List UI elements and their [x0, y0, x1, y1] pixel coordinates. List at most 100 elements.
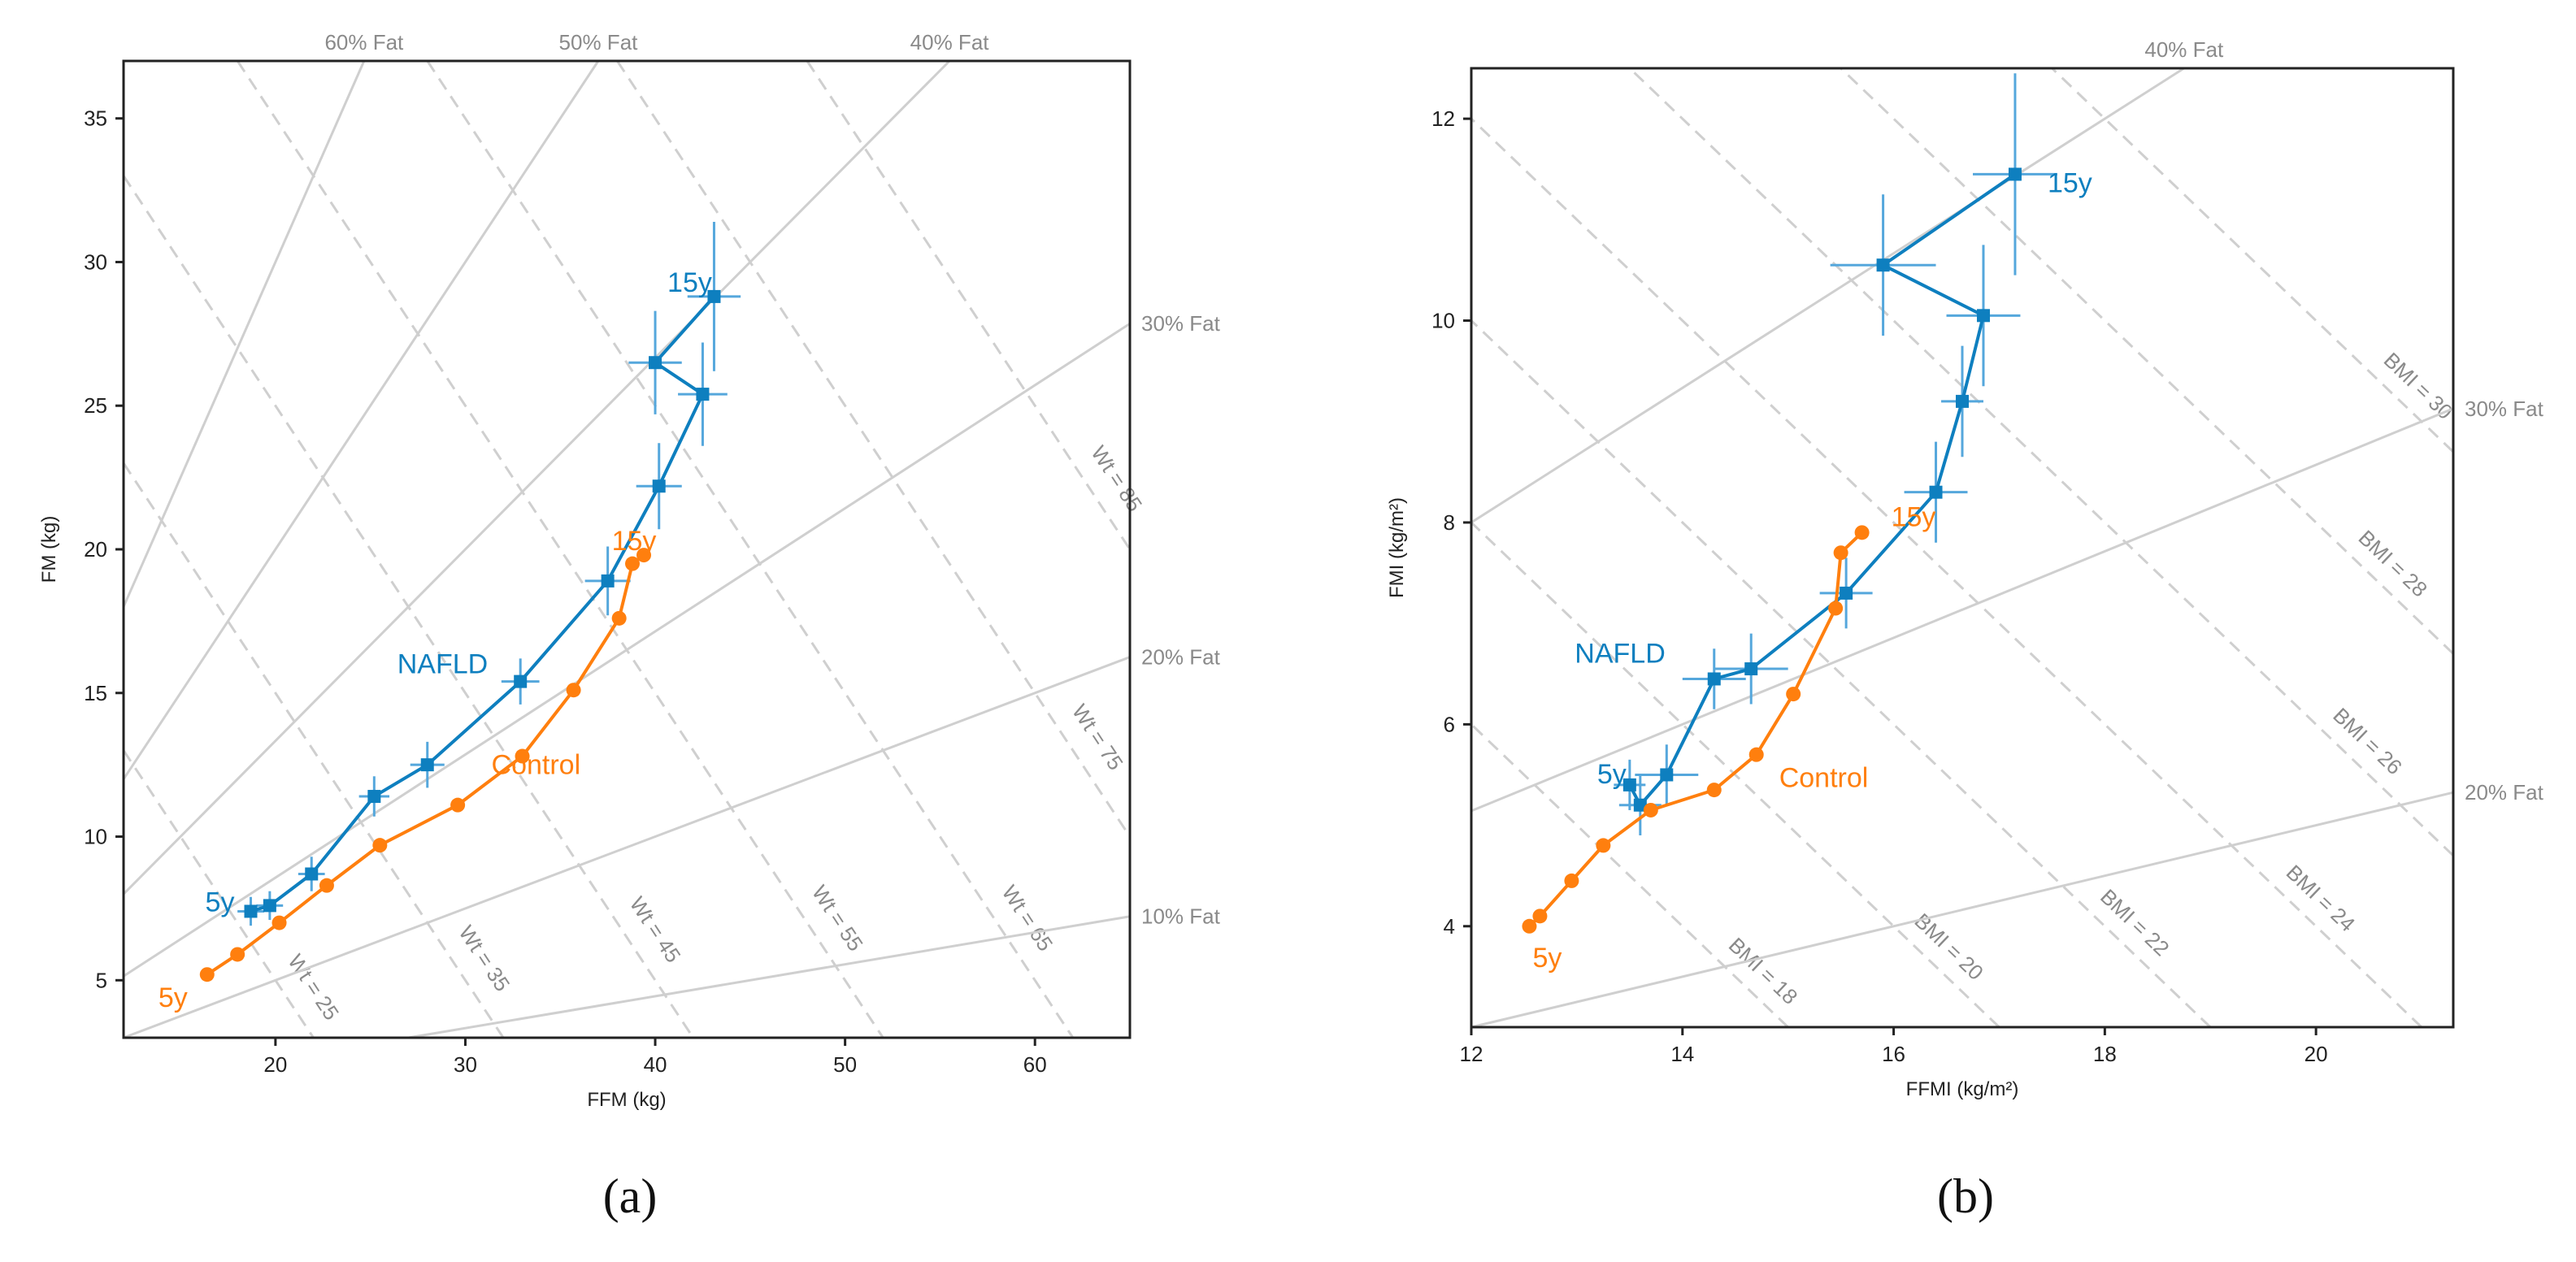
fat-line-label: 30% Fat — [1141, 311, 1221, 336]
control-point — [372, 838, 388, 853]
fat-line-label: 10% Fat — [1141, 904, 1221, 929]
nafld-point — [1976, 309, 1990, 323]
control-point — [515, 748, 530, 764]
control-point — [611, 610, 627, 626]
x-tick-label: 16 — [1882, 1042, 1905, 1066]
control-point — [1643, 802, 1658, 817]
nafld-point — [514, 674, 528, 688]
nafld-point — [1660, 768, 1674, 782]
panel-a-label: (a) — [603, 1169, 658, 1223]
control-point — [1532, 909, 1548, 924]
fat-line-label: 20% Fat — [2465, 780, 2544, 804]
fat-line — [408, 915, 1131, 1039]
iso-line-label: Wt = 35 — [454, 921, 515, 995]
iso-line-label: Wt = 25 — [283, 950, 344, 1025]
fat-line — [123, 656, 1131, 1039]
control-point — [199, 967, 215, 982]
series-label: 15y — [612, 526, 657, 557]
y-tick-label: 10 — [84, 825, 107, 849]
fat-line-label: 40% Fat — [910, 30, 990, 54]
x-axis-label: FFM (kg) — [587, 1089, 666, 1111]
control-point — [272, 915, 287, 930]
y-tick-label: 4 — [1444, 914, 1455, 939]
x-tick-label: 40 — [644, 1052, 667, 1077]
y-tick-label: 25 — [84, 393, 107, 418]
control-point — [450, 797, 466, 813]
control-point — [625, 556, 641, 571]
control-point — [1522, 918, 1537, 934]
iso-line — [122, 749, 315, 1039]
nafld-point — [1840, 586, 1853, 600]
series-label: 5y — [1597, 759, 1627, 790]
nafld-point — [305, 867, 319, 881]
control-point — [319, 878, 334, 893]
fat-line-label: 30% Fat — [2465, 397, 2544, 421]
iso-line-label: Wt = 75 — [1067, 700, 1128, 774]
fat-line — [122, 60, 366, 608]
nafld-point — [263, 899, 276, 913]
series-label: NAFLD — [397, 649, 488, 680]
fat-line — [1470, 67, 2185, 524]
fat-line — [123, 322, 1131, 978]
fat-line-label: 60% Fat — [324, 30, 404, 54]
iso-line-label: BMI = 22 — [2096, 884, 2174, 961]
series-label: 5y — [159, 982, 188, 1013]
iso-line-label: BMI = 18 — [1724, 933, 1802, 1009]
control-point — [1564, 873, 1579, 888]
iso-line-label: BMI = 26 — [2328, 703, 2406, 779]
nafld-point — [367, 790, 381, 804]
y-axis-label: FMI (kg/m²) — [1386, 497, 1408, 598]
series-label: NAFLD — [1575, 638, 1665, 669]
series-label: Control — [1779, 763, 1869, 794]
y-tick-label: 6 — [1444, 712, 1455, 736]
control-point — [1748, 747, 1764, 762]
iso-line — [2051, 67, 2455, 453]
x-axis-label: FFMI (kg/m²) — [1906, 1078, 2019, 1100]
iso-line — [1470, 118, 2423, 1029]
y-axis-label: FM (kg) — [38, 516, 60, 583]
iso-line-label: Wt = 55 — [807, 881, 868, 956]
iso-line-label: Wt = 65 — [997, 881, 1058, 956]
x-tick-label: 50 — [833, 1052, 857, 1077]
y-tick-label: 35 — [84, 106, 107, 131]
iso-line-label: BMI = 24 — [2282, 860, 2360, 936]
iso-line-label: BMI = 28 — [2354, 525, 2432, 601]
y-tick-label: 30 — [84, 249, 107, 274]
fat-line — [122, 59, 951, 896]
series-label: Control — [492, 750, 581, 781]
control-point — [1786, 687, 1801, 702]
iso-line — [1840, 67, 2455, 655]
y-tick-label: 5 — [96, 968, 107, 992]
x-tick-label: 12 — [1460, 1042, 1483, 1066]
nafld-point — [1633, 798, 1647, 812]
control-point — [566, 683, 581, 698]
y-tick-label: 15 — [84, 681, 107, 705]
series-label: 5y — [206, 887, 235, 917]
iso-line-label: Wt = 85 — [1086, 441, 1147, 516]
nafld-point — [601, 574, 615, 588]
series-label: 5y — [1532, 943, 1562, 974]
nafld-point — [420, 758, 434, 772]
control-point — [1854, 525, 1870, 540]
fat-line — [122, 60, 600, 780]
fat-line — [1470, 407, 2454, 813]
control-point — [230, 947, 245, 962]
nafld-point — [707, 289, 721, 303]
x-tick-label: 20 — [2304, 1042, 2328, 1066]
control-point — [636, 548, 652, 563]
nafld-point — [2008, 167, 2022, 181]
iso-line — [236, 60, 884, 1039]
nafld-point — [696, 388, 710, 401]
series-label: 15y — [667, 267, 712, 298]
iso-line — [1470, 319, 2212, 1029]
nafld-point — [649, 356, 662, 370]
iso-line — [122, 462, 505, 1039]
y-tick-label: 12 — [1431, 106, 1455, 131]
fat-line-label: 40% Fat — [2144, 37, 2224, 62]
control-point — [1706, 783, 1722, 798]
y-tick-label: 10 — [1431, 309, 1455, 333]
fat-line — [1470, 791, 2454, 1029]
control-point — [1833, 545, 1848, 561]
